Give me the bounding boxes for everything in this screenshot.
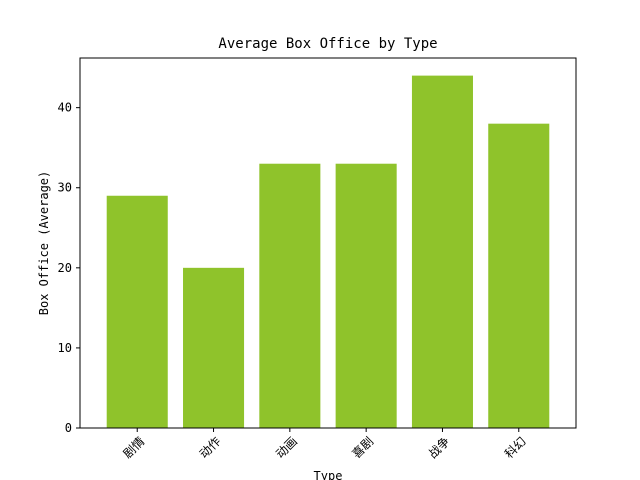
y-tick-label-2: 20 (58, 261, 72, 275)
bar-1 (183, 267, 245, 428)
y-axis-label: Box Office (Average) (37, 171, 51, 316)
chart-title: Average Box Office by Type (218, 36, 437, 52)
y-tick-label-1: 10 (58, 341, 72, 355)
y-tick-label-4: 40 (58, 101, 72, 115)
bar-5 (488, 123, 550, 429)
bar-2 (259, 163, 321, 428)
x-tick-label-4: 战争 (426, 434, 453, 461)
y-tick-label-0: 0 (65, 421, 72, 435)
bar-4 (411, 75, 473, 428)
x-axis-label: Type (314, 469, 343, 480)
x-tick-label-0: 剧情 (120, 434, 147, 461)
plot-frame (79, 57, 577, 429)
x-tick-label-2: 动画 (273, 434, 300, 461)
x-axis: 剧情 动作 动画 喜剧 战争 科幻 (120, 428, 529, 461)
y-tick-label-3: 30 (58, 181, 72, 195)
bars-group (106, 75, 550, 429)
x-tick-label-5: 科幻 (502, 434, 529, 461)
y-axis: 0 10 20 30 40 (58, 101, 80, 435)
x-tick-label-3: 喜剧 (349, 434, 376, 461)
bar-0 (106, 195, 168, 428)
x-tick-label-1: 动作 (197, 434, 224, 461)
bar-3 (335, 163, 397, 428)
